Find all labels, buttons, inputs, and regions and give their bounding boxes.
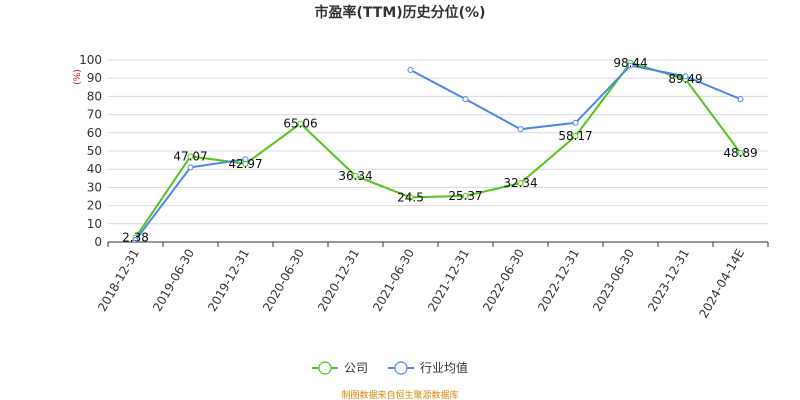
data-label: 65.06 bbox=[283, 117, 317, 131]
x-tick-label: 2019-12-31 bbox=[205, 247, 252, 314]
x-tick-label: 2019-06-30 bbox=[150, 247, 197, 314]
data-point bbox=[682, 73, 689, 80]
y-tick-label: 10 bbox=[87, 217, 102, 231]
legend-marker bbox=[394, 361, 408, 375]
x-tick-label: 2021-12-31 bbox=[425, 247, 472, 314]
legend-item-1[interactable]: 行业均值 bbox=[388, 360, 468, 375]
data-label: 48.89 bbox=[723, 146, 757, 160]
y-tick-label: 30 bbox=[87, 180, 102, 194]
grid bbox=[108, 59, 768, 225]
y-tick-label: 60 bbox=[87, 126, 102, 140]
x-tick-label: 2024-04-14E bbox=[696, 247, 747, 321]
legend-label: 公司 bbox=[344, 361, 368, 375]
y-tick-label: 100 bbox=[79, 53, 102, 67]
data-point bbox=[627, 62, 634, 69]
x-tick-label: 2022-12-31 bbox=[535, 247, 582, 314]
data-point bbox=[737, 96, 744, 103]
data-label: 89.49 bbox=[668, 72, 702, 86]
data-point bbox=[242, 156, 249, 163]
y-tick-label: 50 bbox=[87, 144, 102, 158]
axes: 0 10 20 30 40 50 60 70 80 90 100 2018-12-31 2019-06-… bbox=[79, 53, 769, 321]
data-point bbox=[407, 194, 414, 201]
legend[interactable]: 公司 行业均值 bbox=[312, 360, 468, 375]
legend-item-0[interactable]: 公司 bbox=[312, 361, 368, 375]
x-tick-label: 2020-06-30 bbox=[260, 247, 307, 314]
data-label: 98.44 bbox=[613, 56, 647, 70]
data-point bbox=[572, 133, 579, 140]
data-point bbox=[352, 172, 359, 179]
y-axis-unit: (%) bbox=[73, 69, 83, 85]
data-point bbox=[737, 150, 744, 157]
legend-label: 行业均值 bbox=[420, 360, 468, 375]
legend-marker bbox=[318, 361, 332, 375]
data-point bbox=[517, 126, 524, 133]
data-label: 25.37 bbox=[448, 189, 482, 203]
data-label: 42.97 bbox=[228, 157, 262, 171]
series-lines bbox=[132, 59, 744, 244]
y-tick-label: 80 bbox=[87, 89, 102, 103]
data-point bbox=[297, 120, 304, 127]
y-tick-label: 90 bbox=[87, 71, 102, 85]
series-line-1 bbox=[134, 158, 246, 241]
x-tick-label: 2021-06-30 bbox=[370, 247, 417, 314]
data-label: 47.07 bbox=[173, 149, 207, 163]
data-point bbox=[462, 192, 469, 199]
y-tick-label: 40 bbox=[87, 162, 102, 176]
data-label: 36.34 bbox=[338, 169, 372, 183]
x-tick-label: 2018-12-31 bbox=[95, 247, 142, 314]
data-point bbox=[517, 180, 524, 187]
data-point bbox=[187, 164, 194, 171]
data-label: 32.34 bbox=[503, 176, 537, 190]
data-point bbox=[572, 119, 579, 126]
data-point bbox=[407, 67, 414, 74]
x-tick-label: 2023-06-30 bbox=[590, 247, 637, 314]
data-label: 2.38 bbox=[122, 231, 149, 245]
data-label: 24.5 bbox=[397, 190, 424, 204]
data-point bbox=[187, 153, 194, 160]
data-point bbox=[462, 96, 469, 103]
series-line-0 bbox=[134, 61, 742, 239]
x-tick-label: 2020-12-31 bbox=[315, 247, 362, 314]
data-point bbox=[132, 237, 139, 244]
data-label: 58.17 bbox=[558, 129, 592, 143]
x-tick-label: 2022-06-30 bbox=[480, 247, 527, 314]
data-labels: 2.38 47.07 42.97 65.06 36.34 24.5 25.37 32.34 58… bbox=[122, 56, 758, 245]
chart-title: 市盈率(TTM)历史分位(%) bbox=[315, 4, 486, 21]
y-tick-label: 20 bbox=[87, 199, 102, 213]
source-note: 制图数据来自恒生聚源数据库 bbox=[341, 389, 458, 400]
y-tick-label: 70 bbox=[87, 108, 102, 122]
x-tick-label: 2023-12-31 bbox=[645, 247, 692, 314]
y-tick-label: 0 bbox=[94, 235, 102, 249]
